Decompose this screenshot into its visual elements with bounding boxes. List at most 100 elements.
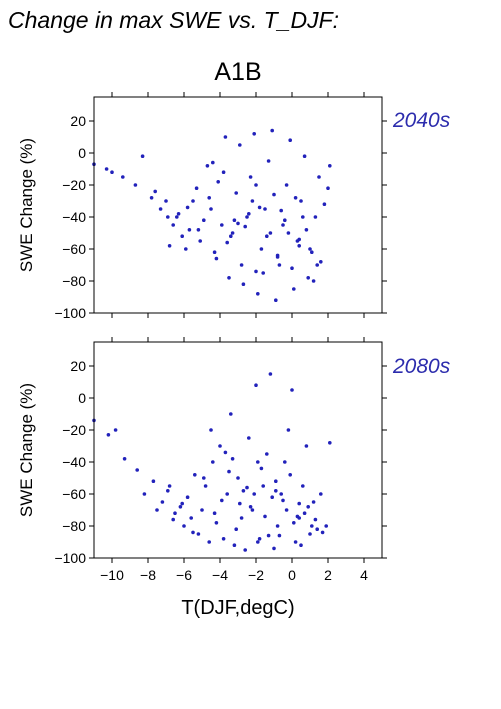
data-point <box>320 530 325 535</box>
data-point <box>245 485 249 490</box>
data-point <box>302 511 307 515</box>
data-point <box>250 508 255 512</box>
y-tick-labels: −100 −80 −60 −40 −20 0 20 <box>54 358 86 566</box>
data-point <box>160 500 165 504</box>
data-point <box>265 234 269 238</box>
y-tick-labels: −100 −80 −60 −40 −20 0 20 <box>54 113 86 321</box>
data-point <box>176 212 181 216</box>
period-label: 2080s <box>392 355 451 378</box>
data-point <box>229 412 233 416</box>
data-point <box>216 180 220 184</box>
x-tick-label: 4 <box>360 567 368 583</box>
y-tick-label: −100 <box>54 550 86 566</box>
data-point <box>270 495 275 500</box>
data-point <box>295 514 300 519</box>
data-point <box>221 170 226 174</box>
data-point <box>239 263 244 267</box>
data-point <box>281 498 285 503</box>
data-point <box>191 199 195 203</box>
scenario-label: A1B <box>214 58 261 86</box>
data-point <box>319 260 323 264</box>
data-point <box>214 521 219 525</box>
data-point <box>230 457 235 461</box>
data-point <box>310 250 314 254</box>
data-point <box>121 175 125 179</box>
y-tick-label: 0 <box>78 390 86 406</box>
data-point <box>243 224 247 229</box>
x-tick-label: 0 <box>288 567 296 583</box>
y-tick-label: −40 <box>62 454 86 470</box>
data-point <box>245 215 249 219</box>
data-point <box>277 533 282 538</box>
data-point <box>292 287 296 291</box>
data-point <box>255 292 260 296</box>
data-point <box>317 175 321 179</box>
x-axis-label: T(DJF,degC) <box>181 597 294 619</box>
data-point <box>167 244 172 248</box>
data-point <box>227 469 231 474</box>
panel-2080s: SWE Change (%) 2080s −100−80−60−40−20020… <box>17 337 451 619</box>
data-point <box>106 433 111 437</box>
data-point <box>140 154 145 158</box>
data-point <box>104 167 109 171</box>
data-point <box>304 228 309 232</box>
data-point <box>236 221 240 226</box>
x-tick-label: −4 <box>212 567 228 583</box>
data-point <box>248 175 253 179</box>
y-tick-label: 20 <box>70 358 86 374</box>
data-point <box>311 500 316 504</box>
data-point <box>234 527 238 531</box>
data-point <box>306 505 311 509</box>
data-point <box>250 199 255 203</box>
y-tick-label: −20 <box>62 177 86 193</box>
data-point <box>230 231 235 235</box>
data-point <box>238 501 242 506</box>
data-point <box>243 548 247 552</box>
y-tick-label: −40 <box>62 209 86 225</box>
scatter-points <box>92 128 332 303</box>
data-point <box>283 460 287 464</box>
data-point <box>254 183 258 187</box>
data-point <box>158 207 163 211</box>
data-point <box>133 183 138 187</box>
data-point <box>142 492 147 496</box>
data-point <box>274 489 278 493</box>
data-point <box>324 524 329 528</box>
data-point <box>191 530 195 535</box>
data-point <box>185 205 190 210</box>
data-point <box>198 239 202 243</box>
data-point <box>214 256 219 261</box>
data-point <box>149 196 154 200</box>
data-point <box>310 524 314 528</box>
data-point <box>292 521 296 525</box>
scatter-points <box>92 372 332 552</box>
data-point <box>299 199 303 203</box>
data-point <box>297 501 302 506</box>
data-point <box>247 212 251 216</box>
data-point <box>196 228 201 232</box>
data-point <box>263 207 267 211</box>
data-point <box>202 476 206 480</box>
data-point <box>283 218 287 222</box>
data-point <box>268 231 273 235</box>
data-point <box>239 516 244 520</box>
data-point <box>284 508 289 512</box>
data-point <box>288 473 293 477</box>
data-point <box>313 215 318 219</box>
data-point <box>225 240 229 245</box>
data-point <box>279 492 284 496</box>
data-point <box>225 492 229 496</box>
y-axis-label: SWE Change (%) <box>17 383 36 517</box>
data-point <box>203 484 208 488</box>
data-point <box>311 279 316 283</box>
x-tick-labels: −10 −8 −6 −4 −2 0 2 4 <box>100 567 368 583</box>
data-point <box>297 237 302 242</box>
data-point <box>261 271 266 275</box>
y-tick-label: −20 <box>62 422 86 438</box>
data-point <box>277 263 282 267</box>
y-tick-label: −80 <box>62 518 86 534</box>
data-point <box>255 460 260 464</box>
data-point <box>266 533 271 538</box>
data-point <box>193 473 197 477</box>
data-point <box>308 247 312 251</box>
